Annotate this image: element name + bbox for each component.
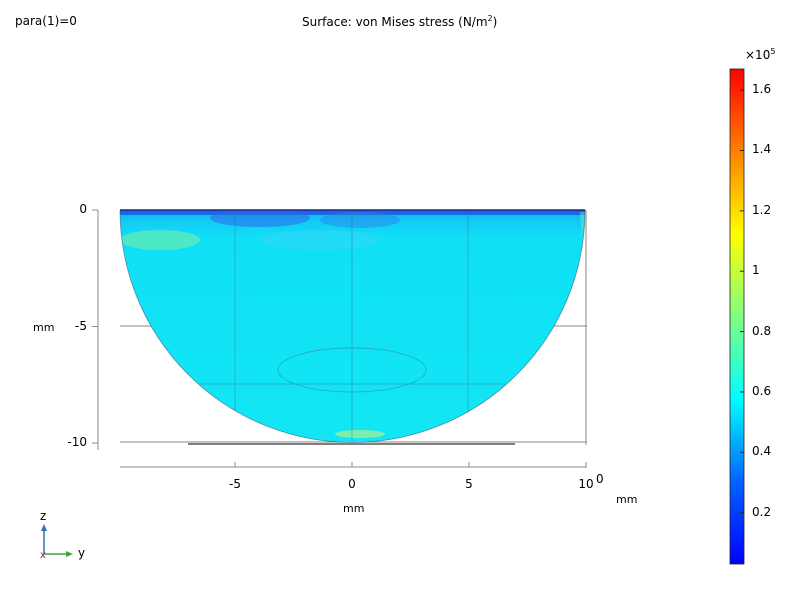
surface-low-patch [210, 210, 310, 227]
colorbar [729, 68, 745, 565]
z-axis-label: mm [33, 321, 55, 334]
colorbar-multiplier-exponent: 5 [770, 47, 776, 56]
x-axis-label: mm [343, 502, 365, 515]
colorbar-tick-label: 0.8 [752, 323, 772, 338]
plot-title-main: Surface: von Mises stress (N/m [302, 15, 488, 29]
surface-rim-band [120, 210, 585, 215]
colorbar-tick-label: 1.4 [752, 142, 772, 157]
y-axis-tick: 0 [596, 472, 604, 486]
z-tick-label: -10 [67, 435, 87, 449]
surface-mid-patch [260, 230, 380, 250]
colorbar-tick-marks [740, 89, 744, 514]
surface-hot-patch [335, 430, 385, 438]
parameter-label: para(1)=0 [15, 14, 77, 28]
z-tick-marks [92, 209, 98, 444]
z-tick-label: -5 [75, 318, 87, 333]
axis-triad: x [40, 524, 73, 561]
z-tick-label: 0 [79, 202, 87, 216]
triad-z-label: z [40, 509, 47, 523]
triad-y-label: y [78, 546, 86, 560]
plot-title: Surface: von Mises stress (N/m2) [302, 14, 497, 29]
colorbar-tick-label: 1.6 [752, 82, 772, 97]
colorbar-tick-label: 0.6 [752, 383, 772, 398]
surface-low-patch [320, 212, 400, 228]
x-tick-label: -5 [229, 477, 241, 491]
x-tick-marks [234, 462, 587, 467]
surface-hot-patch [120, 230, 200, 250]
x-tick-label: 5 [465, 477, 473, 491]
colorbar-multiplier-base: ×10 [745, 48, 771, 62]
plot-title-end: ) [492, 15, 498, 29]
x-tick-label: 10 [578, 477, 594, 491]
y-axis-label: mm [616, 493, 638, 506]
stress-surface [119, 209, 586, 443]
colorbar-tick-label: 0.4 [752, 444, 772, 459]
plot-title-exponent: 2 [487, 14, 493, 23]
x-tick-label: 0 [348, 477, 356, 491]
triad-x-marker-icon: x [40, 550, 46, 561]
colorbar-tick-label: 1 [752, 263, 760, 278]
colorbar-multiplier: ×105 [745, 47, 775, 62]
colorbar-tick-label: 0.2 [752, 504, 772, 519]
colorbar-tick-label: 1.2 [752, 202, 772, 217]
